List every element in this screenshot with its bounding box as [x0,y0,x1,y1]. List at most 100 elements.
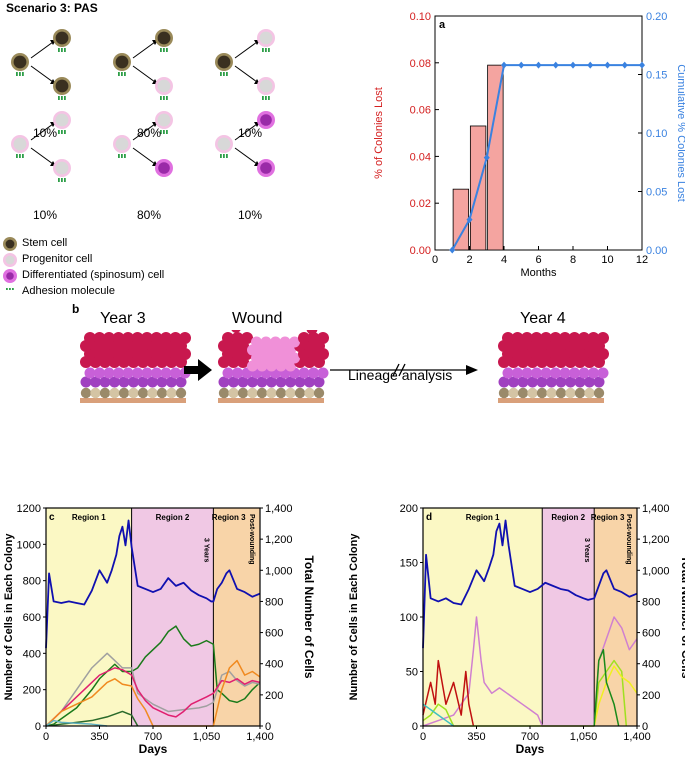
basal-cell [508,387,519,399]
basal-cell [147,387,158,399]
spinous-cell [536,376,548,388]
y2-tick-label: 0.10 [646,128,667,140]
division-arrow [30,123,54,141]
region-band [594,508,637,726]
tissue-diagram [80,330,609,403]
progenitor-cell-nucleus [55,113,69,127]
basal-cell [99,387,111,399]
adhesion-molecule [262,48,264,52]
spinous-cell [294,376,306,388]
annotation-3-years: 3 Years [583,538,590,563]
line-point [466,216,473,224]
y2-tick-label: 0.20 [646,11,667,23]
time-break [398,363,406,377]
adhesion-molecule [118,154,120,158]
series-dgreen [45,710,139,727]
adhesion-molecule [22,72,24,76]
division-pct-3: 10% [238,126,263,140]
x-axis-label: Days [516,742,545,756]
series-violet [422,616,638,727]
differentiated-cell-nucleus [260,114,272,126]
differentiated-cell [568,332,581,344]
basal-cell [555,387,567,399]
adhesion-molecule [163,130,165,134]
line-point [570,61,576,69]
y-tick-label: 150 [400,558,418,570]
spinous-cell [118,376,130,388]
spinous-cell [256,376,268,388]
x-tick-label: 2 [466,254,472,266]
spinous-cell [313,376,325,388]
differentiated-cell [587,332,600,344]
y-tick-label: 0.06 [410,105,431,117]
division-pct-5: 80% [137,208,162,222]
region-band [423,508,543,726]
y-tick-label: 400 [23,648,41,660]
regenerating-cell [289,336,300,348]
y2-tick-label: 1,000 [642,565,670,577]
basal-cell [166,387,177,399]
spinous-cell [137,376,149,388]
basal-cell [80,387,92,399]
spinous-cell [593,376,605,388]
adhesion-molecule [265,96,267,100]
spinous-cell [237,376,249,388]
basal-cell [536,387,548,399]
differentiated-cell [257,111,275,129]
division-arrow [234,65,258,83]
basal-cell [237,387,249,399]
adhesion-molecule [160,48,162,52]
x-tick-label: 700 [521,731,539,743]
spinous-cell [521,367,533,379]
series-pink [45,667,261,727]
adhesion-molecule [61,130,63,134]
differentiated-cell [540,332,552,344]
tissue [498,332,609,403]
y2-axis-label: Total Number of Cells [679,555,685,678]
spinous-cell [99,376,111,388]
line-point [639,61,645,69]
y2-axis-label: Total Number of Cells [302,555,316,678]
spinous-cell [569,367,580,379]
spinous-cell [160,367,172,379]
spinous-cell [113,367,124,379]
basal-cell [118,387,130,399]
y-tick-label: 800 [23,576,41,588]
x-tick-label: 1,050 [193,731,221,743]
progenitor-cell [53,111,71,134]
spinous-cell [218,376,230,388]
region-label: Region 3 [212,513,246,522]
differentiated-cell [559,332,571,344]
line-point [449,246,456,254]
line-point [604,61,611,69]
basal-cell [285,387,296,399]
differentiated-cell [597,332,609,344]
spinous-cell [80,376,92,388]
progenitor-cell [257,77,275,100]
x-tick-label: 12 [636,254,648,266]
panel-b-letter: b [72,302,80,316]
y2-tick-label: 200 [642,690,660,702]
spinous-cell [578,367,590,379]
differentiated-cell-nucleus [158,162,170,174]
y2-tick-label: 200 [265,690,283,702]
annotation-3-years: 3 Years [202,538,209,563]
division-arrow [132,65,156,83]
line-point [501,61,507,69]
adhesion-molecule [223,154,225,158]
division-arrow [30,147,54,165]
adhesion-molecule [124,154,126,158]
panel-letter: c [49,512,55,523]
stem-cell [3,237,17,251]
spinous-cell [247,376,258,388]
spinous-cell [298,367,310,379]
spinous-cell [228,376,239,388]
adhesion-molecule [163,48,165,52]
series-green [45,625,261,727]
division-arrow [234,41,258,59]
year4-label: Year 4 [520,310,566,327]
adhesion-molecule [220,72,222,76]
differentiated-cell [84,332,96,344]
differentiated-cell [155,159,173,177]
adhesion-molecule [118,72,120,76]
